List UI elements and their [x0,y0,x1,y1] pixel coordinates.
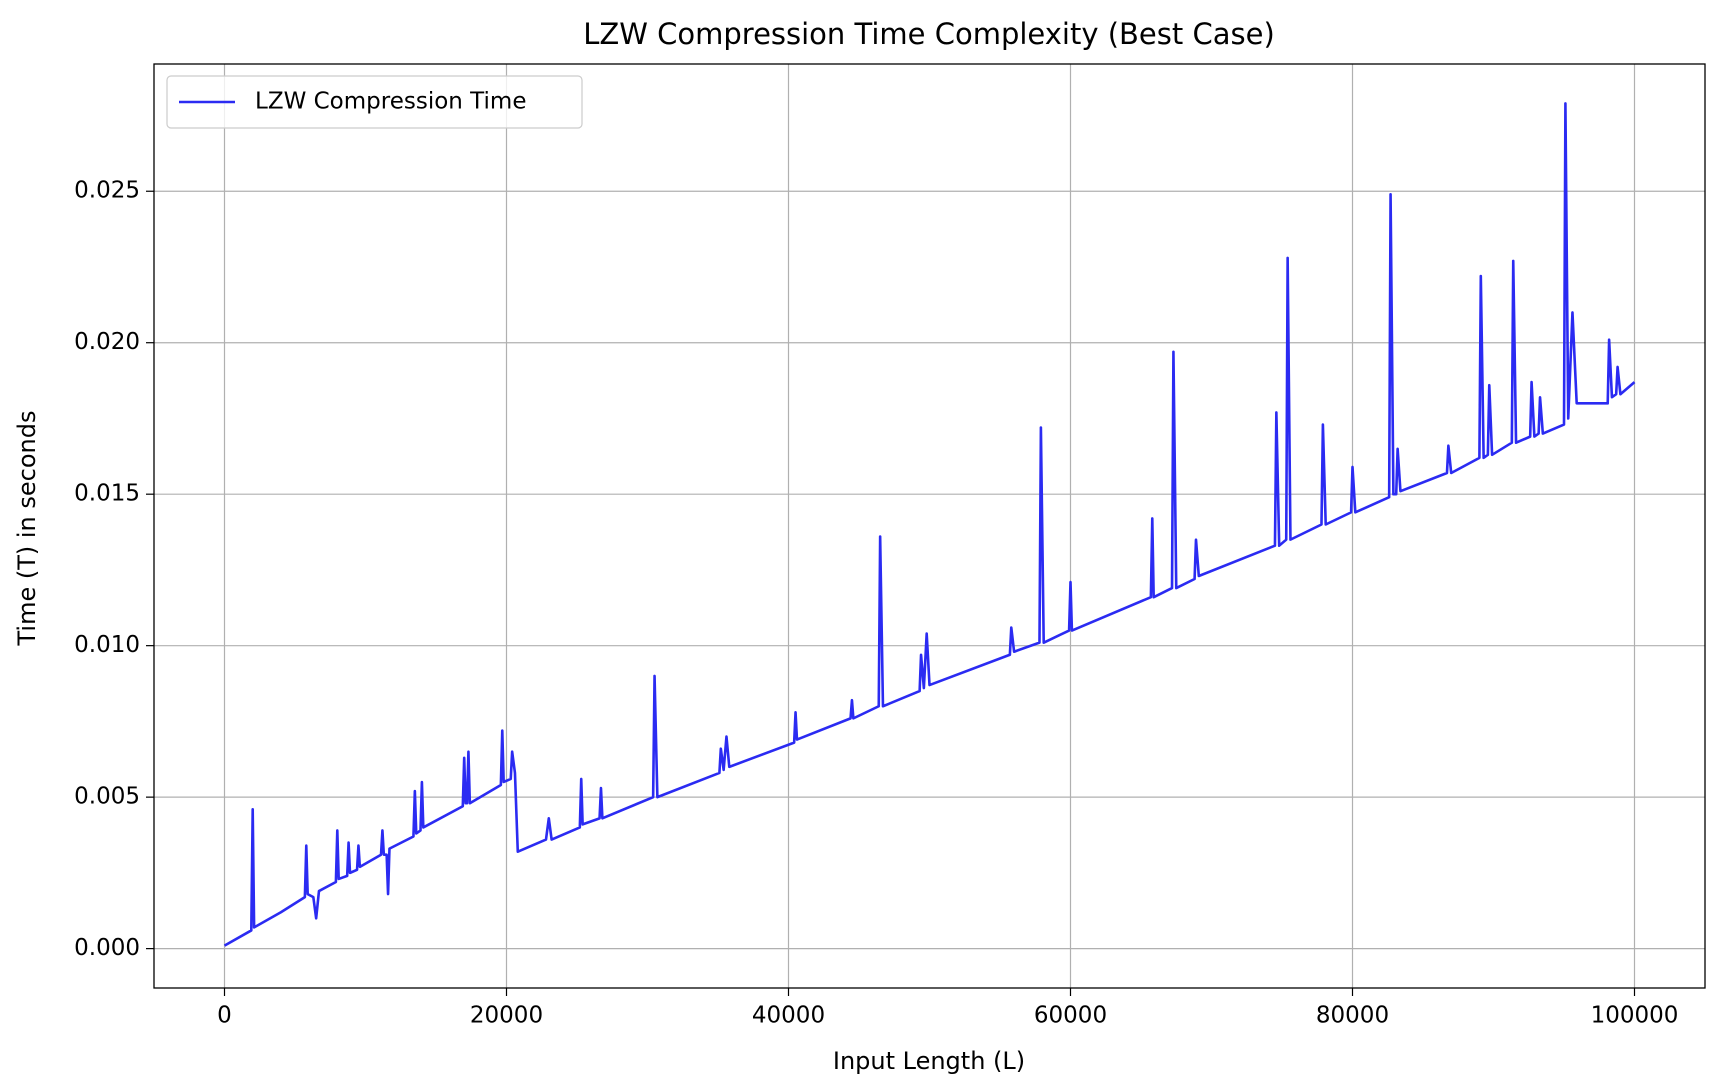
x-tick-label: 60000 [1034,1003,1107,1029]
x-tick-label: 100000 [1591,1003,1679,1029]
y-tick-label: 0.000 [74,935,140,961]
x-tick-label: 80000 [1316,1003,1389,1029]
legend-label: LZW Compression Time [255,89,526,115]
y-axis-label: Time (T) in seconds [13,411,41,647]
x-tick-label: 0 [217,1003,232,1029]
y-tick-label: 0.020 [74,329,140,355]
x-axis-label: Input Length (L) [833,1047,1025,1075]
y-tick-label: 0.025 [74,178,140,204]
data-line [223,102,1636,947]
x-tick-label: 20000 [470,1003,543,1029]
chart-title: LZW Compression Time Complexity (Best Ca… [583,17,1275,51]
legend-box [166,75,583,129]
x-tick-label: 40000 [752,1003,825,1029]
plot-frame [153,63,1706,989]
y-tick-label: 0.010 [74,632,140,658]
y-tick-label: 0.005 [74,784,140,810]
y-tick-label: 0.015 [74,481,140,507]
